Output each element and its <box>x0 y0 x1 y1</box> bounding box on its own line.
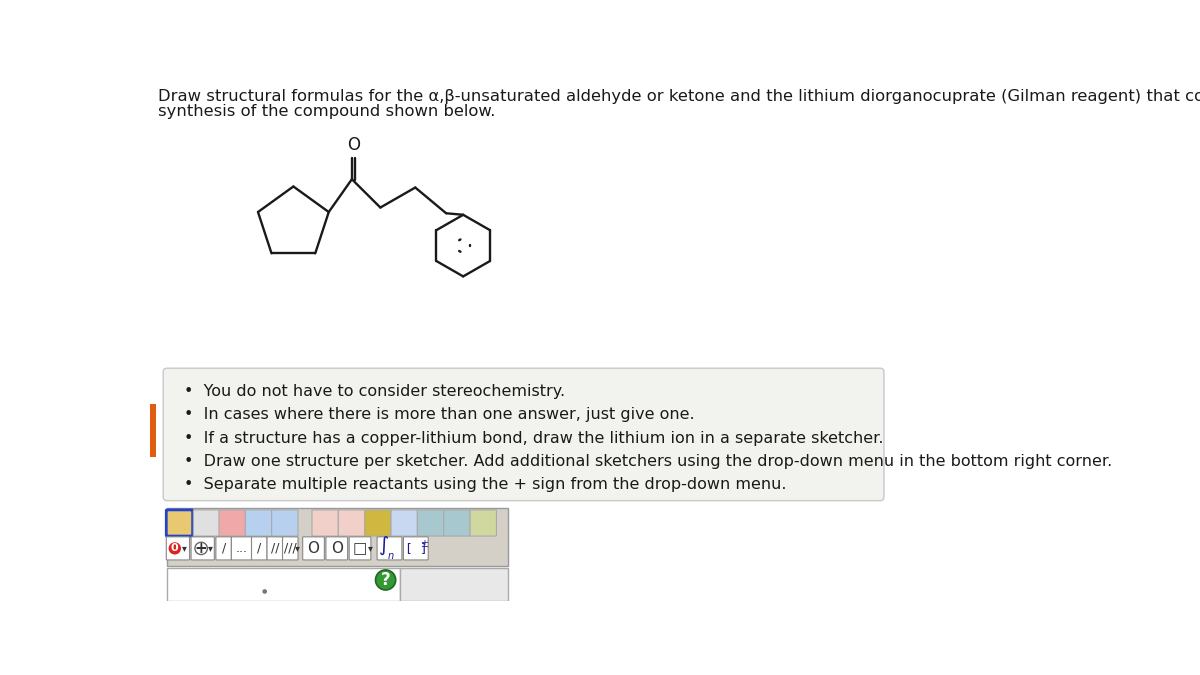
FancyBboxPatch shape <box>403 537 428 560</box>
FancyBboxPatch shape <box>218 510 245 536</box>
Bar <box>400 568 508 601</box>
Text: •  Draw one structure per sketcher. Add additional sketchers using the drop-down: • Draw one structure per sketcher. Add a… <box>184 454 1112 468</box>
FancyBboxPatch shape <box>365 510 391 536</box>
Text: O: O <box>347 136 360 154</box>
FancyBboxPatch shape <box>163 368 884 501</box>
Text: synthesis of the compound shown below.: synthesis of the compound shown below. <box>157 104 496 119</box>
FancyBboxPatch shape <box>271 510 298 536</box>
FancyBboxPatch shape <box>391 510 418 536</box>
Text: +: + <box>194 541 208 556</box>
Text: ▾: ▾ <box>208 543 212 553</box>
FancyBboxPatch shape <box>349 537 371 560</box>
FancyBboxPatch shape <box>167 510 193 536</box>
Text: Draw structural formulas for the α,β-unsaturated aldehyde or ketone and the lith: Draw structural formulas for the α,β-uns… <box>157 88 1200 104</box>
Circle shape <box>263 589 268 594</box>
FancyBboxPatch shape <box>232 537 252 560</box>
Text: •  Separate multiple reactants using the + sign from the drop-down menu.: • Separate multiple reactants using the … <box>184 477 787 492</box>
FancyBboxPatch shape <box>245 510 271 536</box>
Text: ▾: ▾ <box>367 543 372 553</box>
FancyBboxPatch shape <box>252 537 268 560</box>
FancyBboxPatch shape <box>326 537 348 560</box>
FancyBboxPatch shape <box>377 537 402 560</box>
Text: •  You do not have to consider stereochemistry.: • You do not have to consider stereochem… <box>184 384 565 400</box>
FancyBboxPatch shape <box>193 510 220 536</box>
Text: /: / <box>222 542 226 555</box>
Text: ▾: ▾ <box>181 543 186 553</box>
Text: •  In cases where there is more than one answer, just give one.: • In cases where there is more than one … <box>184 408 695 423</box>
FancyBboxPatch shape <box>191 537 215 560</box>
Text: ?: ? <box>380 571 390 589</box>
Circle shape <box>194 542 208 555</box>
FancyBboxPatch shape <box>216 537 232 560</box>
FancyBboxPatch shape <box>312 510 338 536</box>
Circle shape <box>376 570 396 590</box>
Text: ...: ... <box>235 542 247 555</box>
Text: /: / <box>257 542 262 555</box>
FancyBboxPatch shape <box>167 537 190 560</box>
Text: ±: ± <box>420 539 428 549</box>
Text: O: O <box>307 541 319 556</box>
Text: $\int_n$: $\int_n$ <box>378 535 396 562</box>
Text: □: □ <box>353 541 367 556</box>
Text: ///: /// <box>284 542 296 555</box>
Bar <box>150 404 156 457</box>
FancyBboxPatch shape <box>268 537 282 560</box>
Circle shape <box>169 542 181 555</box>
Text: 0: 0 <box>170 543 179 553</box>
FancyBboxPatch shape <box>282 537 298 560</box>
Bar <box>167 568 400 601</box>
FancyBboxPatch shape <box>418 510 444 536</box>
Text: //: // <box>270 542 280 555</box>
Text: [ ]: [ ] <box>404 542 427 555</box>
Bar <box>167 508 508 566</box>
Text: O: O <box>331 541 343 556</box>
Text: ▾: ▾ <box>295 543 300 553</box>
Text: •  If a structure has a copper-lithium bond, draw the lithium ion in a separate : • If a structure has a copper-lithium bo… <box>184 431 883 446</box>
FancyBboxPatch shape <box>444 510 470 536</box>
FancyBboxPatch shape <box>338 510 365 536</box>
FancyBboxPatch shape <box>302 537 324 560</box>
FancyBboxPatch shape <box>470 510 497 536</box>
